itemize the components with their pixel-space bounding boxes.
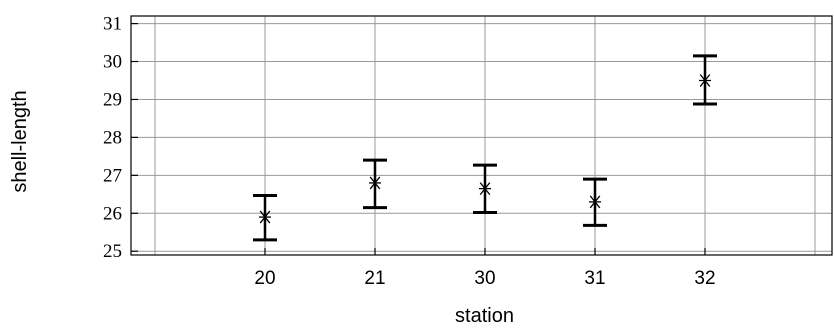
x-tick-label: 30 xyxy=(474,268,495,289)
plot-frame xyxy=(130,15,833,256)
error-bar xyxy=(363,158,387,210)
y-axis-ticks: 25 26 27 28 29 30 31 xyxy=(103,14,138,262)
mean-marker-stroke xyxy=(369,176,381,190)
mean-marker xyxy=(259,210,271,224)
x-tick-label: 31 xyxy=(584,268,605,289)
mean-marker-stroke xyxy=(479,182,491,196)
grid-lines xyxy=(131,16,832,255)
x-tick-label: 21 xyxy=(364,268,385,289)
y-tick-label: 27 xyxy=(103,165,122,186)
mean-marker xyxy=(369,176,381,190)
error-bar xyxy=(253,193,277,242)
y-tick-label: 31 xyxy=(103,14,122,35)
y-tick-label: 26 xyxy=(103,203,122,224)
mean-marker-stroke xyxy=(259,210,271,224)
mean-marker xyxy=(479,182,491,196)
y-tick-label: 30 xyxy=(103,52,122,73)
mean-marker xyxy=(589,195,601,209)
mean-marker-stroke xyxy=(589,195,601,209)
error-bars xyxy=(253,54,717,242)
y-tick-label: 25 xyxy=(103,241,122,262)
x-tick-label: 20 xyxy=(254,268,275,289)
x-axis-label: station xyxy=(455,305,514,327)
x-tick-label: 32 xyxy=(694,268,715,289)
y-axis-label: shell-length xyxy=(9,90,31,192)
mean-marker-stroke xyxy=(699,74,711,87)
y-tick-label: 28 xyxy=(103,127,122,148)
error-bar xyxy=(583,177,607,227)
mean-marker xyxy=(699,74,711,87)
x-axis-ticks: 20 21 30 31 32 xyxy=(254,248,716,289)
error-bar xyxy=(693,54,717,106)
y-tick-label: 29 xyxy=(103,89,122,110)
error-bar xyxy=(473,163,497,215)
